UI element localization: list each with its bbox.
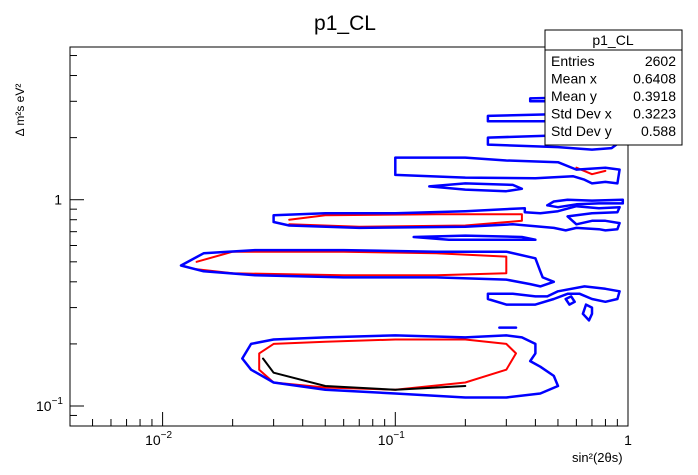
- plot-frame: [69, 46, 629, 427]
- x-tick-label-exponent: −2: [161, 430, 173, 441]
- stats-row-label: Std Dev x: [551, 106, 612, 122]
- stats-row-value: 0.3223: [633, 106, 676, 122]
- stats-row-label: Entries: [551, 53, 595, 69]
- x-axis-title: sin²(2θs): [572, 450, 623, 465]
- chart-title: p1_CL: [314, 12, 376, 35]
- stats-row-label: Mean x: [551, 71, 597, 87]
- contour-line-2-8: [394, 156, 621, 185]
- contour-line-2-4: [272, 204, 621, 232]
- contour-plot: [179, 95, 625, 399]
- stats-row-value: 0.3918: [633, 88, 676, 104]
- stats-rows: Entries 2602 Mean x 0.6408 Mean y 0.3918 Std D…: [551, 53, 676, 139]
- stats-row-label: Mean y: [551, 88, 597, 104]
- y-axis-title-text: Δ m²s eV²: [13, 84, 27, 137]
- stats-box-title: p1_CL: [592, 32, 633, 48]
- stats-box-frame: [544, 29, 683, 146]
- x-axis-title-text: sin²(2θs): [572, 450, 623, 465]
- stats-box[interactable]: p1_CL Entries 2602 Mean x 0.6408 Mean y 0.391…: [544, 29, 683, 146]
- stats-row-value: 0.6408: [633, 71, 676, 87]
- y-tick-label-exponent: −1: [52, 396, 64, 407]
- contour-line-2-6: [581, 303, 594, 322]
- contour-line-2-2: [486, 285, 621, 306]
- contour-line-2-10: [428, 182, 524, 193]
- stats-row-value: 2602: [645, 53, 676, 69]
- y-tick-label: 1: [54, 192, 62, 208]
- contour-line-2-9: [546, 198, 625, 209]
- contour-line-0-1: [195, 250, 508, 277]
- stats-row-label: Std Dev y: [551, 123, 612, 139]
- contour-line-2-0: [241, 334, 560, 399]
- contour-line-2-5: [412, 234, 537, 241]
- contour-line-1-0: [262, 357, 467, 391]
- x-tick-label-exponent: −1: [393, 430, 405, 441]
- contour-line-2-1: [179, 248, 556, 288]
- x-tick-label: 1: [624, 432, 632, 448]
- contour-line-0-0: [258, 338, 517, 391]
- stats-row-value: 0.588: [641, 123, 676, 139]
- contour-line-2-3: [564, 295, 576, 306]
- y-axis-title: Δ m²s eV²: [13, 84, 27, 137]
